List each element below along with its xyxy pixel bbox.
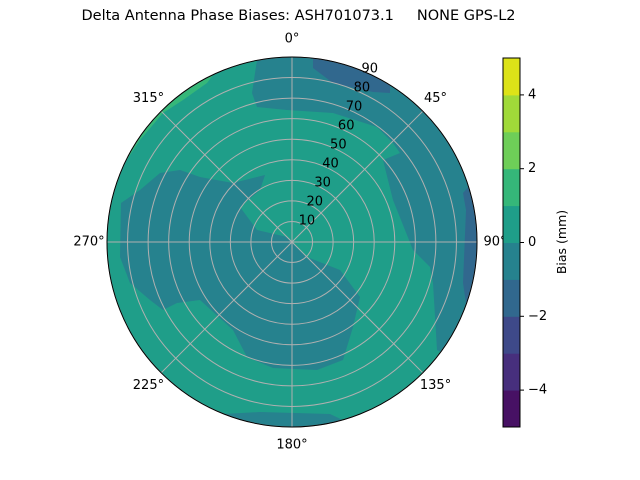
angular-gridline bbox=[160, 110, 293, 243]
colorbar-tick-label: 0 bbox=[528, 235, 536, 250]
angle-tick-label: 90° bbox=[483, 235, 506, 250]
colorbar-band bbox=[503, 279, 520, 317]
angular-gridline bbox=[160, 241, 293, 374]
radial-tick-label: 40 bbox=[322, 157, 339, 172]
angle-tick-labels: 0° 45° 90° 135° 180° 225° 270° 315° bbox=[73, 32, 506, 453]
angle-tick-label: 270° bbox=[73, 235, 104, 250]
angle-tick-label: 45° bbox=[424, 91, 447, 106]
colorbar: −4 −2 0 2 4 bbox=[502, 57, 547, 428]
colorbar-band bbox=[503, 242, 520, 280]
polar-frame bbox=[106, 56, 478, 428]
angular-gridline bbox=[291, 241, 424, 374]
colorbar-tick-label: 4 bbox=[528, 87, 536, 102]
angle-tick-label: 225° bbox=[133, 378, 164, 393]
radial-tick-label: 50 bbox=[330, 138, 347, 153]
angle-tick-label: 135° bbox=[420, 378, 451, 393]
polar-grid bbox=[106, 56, 478, 428]
colorbar-band bbox=[503, 58, 520, 96]
colorbar-band bbox=[503, 390, 520, 428]
radial-tick-label: 90 bbox=[362, 62, 379, 77]
colorbar-band bbox=[503, 353, 520, 391]
radial-tick-label: 10 bbox=[299, 214, 316, 229]
contour-band-neg1-to-0-central bbox=[120, 170, 360, 370]
chart-title: Delta Antenna Phase Biases: ASH701073.1 … bbox=[81, 8, 516, 24]
colorbar-band bbox=[503, 316, 520, 354]
radial-tick-labels: 10 20 30 40 50 60 70 80 90 bbox=[299, 62, 378, 229]
radial-tick-label: 30 bbox=[314, 176, 331, 191]
radial-tick-label: 60 bbox=[338, 119, 355, 134]
colorbar-band bbox=[503, 205, 520, 243]
colorbar-band bbox=[503, 94, 520, 133]
colorbar-band bbox=[503, 168, 520, 207]
colorbar-label: Bias (mm) bbox=[554, 210, 569, 274]
radial-tick-label: 80 bbox=[354, 81, 371, 96]
colorbar-tick-label: 2 bbox=[528, 161, 536, 176]
colorbar-band bbox=[503, 131, 520, 170]
contour-band-neg1-to-0-northeast bbox=[252, 57, 477, 383]
radial-tick-label: 70 bbox=[346, 100, 363, 115]
angular-gridline bbox=[291, 110, 424, 243]
colorbar-tick-label: −2 bbox=[528, 309, 547, 324]
contour-band-neg2-to-neg1-east bbox=[463, 185, 477, 330]
angle-tick-label: 315° bbox=[133, 91, 164, 106]
angle-tick-label: 0° bbox=[285, 32, 300, 47]
colorbar-tick-label: −4 bbox=[528, 383, 547, 398]
angle-tick-label: 180° bbox=[276, 438, 307, 453]
radial-tick-label: 20 bbox=[306, 195, 323, 210]
